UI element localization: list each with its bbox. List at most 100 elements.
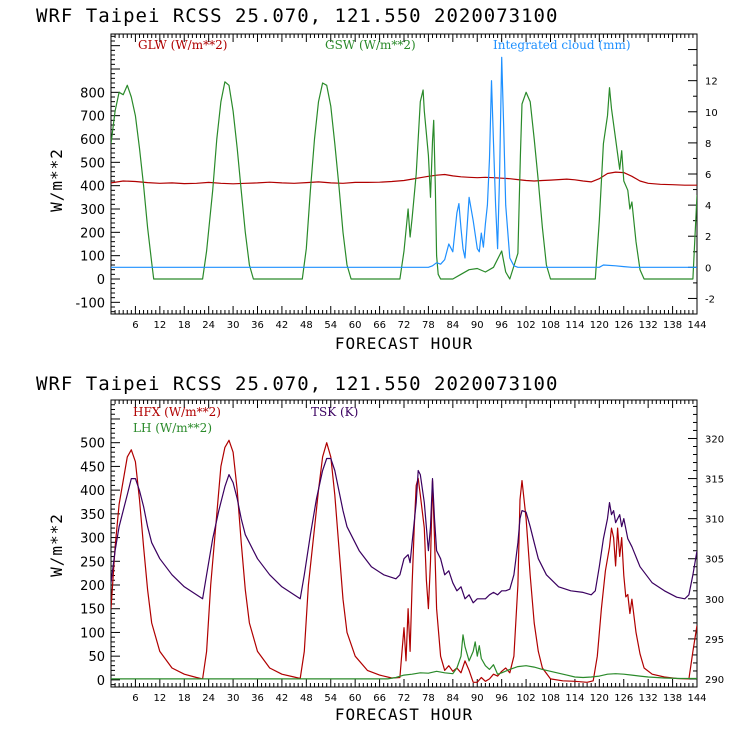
x-tick-label: 42 bbox=[276, 320, 289, 331]
x-tick-label: 90 bbox=[471, 320, 484, 331]
x-tick-label: 144 bbox=[687, 693, 706, 704]
x-tick-label: 36 bbox=[251, 693, 264, 704]
series-line-1 bbox=[111, 439, 697, 683]
x-tick-label: 84 bbox=[446, 693, 459, 704]
y2-tick-label: 0 bbox=[705, 263, 711, 274]
y-tick-label: 50 bbox=[88, 650, 105, 665]
y-tick-label: 100 bbox=[80, 626, 105, 641]
plot-frame bbox=[110, 399, 698, 688]
x-tick-label: 144 bbox=[687, 320, 706, 331]
legend-label: TSK (K) bbox=[311, 405, 358, 419]
y2-tick-label: 8 bbox=[705, 139, 711, 150]
x-tick-label: 24 bbox=[202, 320, 215, 331]
y2-tick-label: 305 bbox=[705, 555, 724, 566]
y2-tick-label: 10 bbox=[705, 108, 718, 119]
x-tick-label: 60 bbox=[349, 320, 362, 331]
series-line-2 bbox=[111, 81, 697, 280]
x-tick-label: 24 bbox=[202, 693, 215, 704]
x-tick-label: 12 bbox=[153, 693, 166, 704]
x-tick-label: 108 bbox=[541, 693, 560, 704]
x-tick-label: 102 bbox=[517, 320, 536, 331]
y-tick-label: 0 bbox=[97, 674, 105, 689]
x-tick-label: 30 bbox=[227, 693, 240, 704]
x-tick-label: 96 bbox=[495, 320, 508, 331]
x-tick-label: 132 bbox=[639, 320, 658, 331]
legend-label: Integrated cloud (mm) bbox=[493, 38, 631, 52]
y2-tick-label: 6 bbox=[705, 170, 711, 181]
x-tick-label: 48 bbox=[300, 693, 313, 704]
x-tick-label: 108 bbox=[541, 320, 560, 331]
x-tick-label: 126 bbox=[614, 693, 633, 704]
x-tick-label: 96 bbox=[495, 693, 508, 704]
x-tick-label: 12 bbox=[153, 320, 166, 331]
x-tick-label: 54 bbox=[324, 320, 337, 331]
x-tick-label: 54 bbox=[324, 693, 337, 704]
y-tick-label: 400 bbox=[80, 484, 105, 499]
y-tick-label: 100 bbox=[80, 250, 105, 265]
legend-label: GLW (W/m**2) bbox=[138, 38, 227, 52]
y-tick-label: 500 bbox=[80, 437, 105, 452]
chart-panel-2: WRF Taipei RCSS 25.070, 121.550 20200731… bbox=[36, 373, 724, 724]
x-tick-label: 66 bbox=[373, 693, 386, 704]
y-tick-label: 450 bbox=[80, 460, 105, 475]
y2-tick-label: 300 bbox=[705, 595, 724, 606]
y-tick-label: 800 bbox=[80, 86, 105, 101]
legend-label: LH (W/m**2) bbox=[133, 421, 212, 435]
x-tick-label: 78 bbox=[422, 320, 435, 331]
series-line-2 bbox=[111, 634, 697, 680]
y2-tick-label: 320 bbox=[705, 434, 724, 445]
y2-tick-label: 295 bbox=[705, 635, 724, 646]
x-tick-label: 114 bbox=[565, 693, 584, 704]
y-tick-label: 0 bbox=[97, 273, 105, 288]
series-line-3 bbox=[111, 457, 697, 604]
x-tick-label: 78 bbox=[422, 693, 435, 704]
x-tick-label: 18 bbox=[178, 693, 191, 704]
y2-tick-label: 12 bbox=[705, 77, 718, 88]
x-axis-label: FORECAST HOUR bbox=[335, 334, 473, 353]
y2-tick-label: 315 bbox=[705, 475, 724, 486]
chart-title: WRF Taipei RCSS 25.070, 121.550 20200731… bbox=[36, 5, 558, 27]
y-axis-label: W/m**2 bbox=[47, 513, 66, 577]
y-tick-label: 600 bbox=[80, 133, 105, 148]
y-axis-label: W/m**2 bbox=[47, 148, 66, 212]
series-line-3 bbox=[111, 56, 697, 268]
x-tick-label: 42 bbox=[276, 693, 289, 704]
chart-panel-1: WRF Taipei RCSS 25.070, 121.550 20200731… bbox=[36, 5, 718, 353]
plot-frame bbox=[110, 33, 698, 315]
x-tick-label: 18 bbox=[178, 320, 191, 331]
x-tick-label: 6 bbox=[132, 320, 138, 331]
y-tick-label: 500 bbox=[80, 156, 105, 171]
x-axis-label: FORECAST HOUR bbox=[335, 705, 473, 724]
x-tick-label: 72 bbox=[398, 693, 411, 704]
y2-tick-label: 4 bbox=[705, 201, 711, 212]
series-line-1 bbox=[111, 171, 697, 186]
x-tick-label: 48 bbox=[300, 320, 313, 331]
legend-label: HFX (W/m**2) bbox=[133, 405, 221, 419]
y-tick-label: 300 bbox=[80, 532, 105, 547]
x-tick-label: 6 bbox=[132, 693, 138, 704]
y2-tick-label: 2 bbox=[705, 232, 711, 243]
y2-tick-label: -2 bbox=[705, 294, 715, 305]
chart-title: WRF Taipei RCSS 25.070, 121.550 20200731… bbox=[36, 373, 558, 395]
x-tick-label: 60 bbox=[349, 693, 362, 704]
y-tick-label: 350 bbox=[80, 508, 105, 523]
legend-label: GSW (W/m**2) bbox=[325, 38, 416, 52]
x-tick-label: 90 bbox=[471, 693, 484, 704]
x-tick-label: 138 bbox=[663, 320, 682, 331]
y-tick-label: 250 bbox=[80, 555, 105, 570]
y-tick-label: 300 bbox=[80, 203, 105, 218]
x-tick-label: 84 bbox=[446, 320, 459, 331]
y-tick-label: 400 bbox=[80, 180, 105, 195]
x-tick-label: 102 bbox=[517, 693, 536, 704]
x-tick-label: 30 bbox=[227, 320, 240, 331]
y-tick-label: -100 bbox=[75, 296, 105, 311]
x-tick-label: 72 bbox=[398, 320, 411, 331]
y-tick-label: 700 bbox=[80, 110, 105, 125]
y-tick-label: 200 bbox=[80, 226, 105, 241]
x-tick-label: 114 bbox=[565, 320, 584, 331]
x-tick-label: 138 bbox=[663, 693, 682, 704]
y2-tick-label: 310 bbox=[705, 515, 724, 526]
x-tick-label: 120 bbox=[590, 693, 609, 704]
x-tick-label: 66 bbox=[373, 320, 386, 331]
